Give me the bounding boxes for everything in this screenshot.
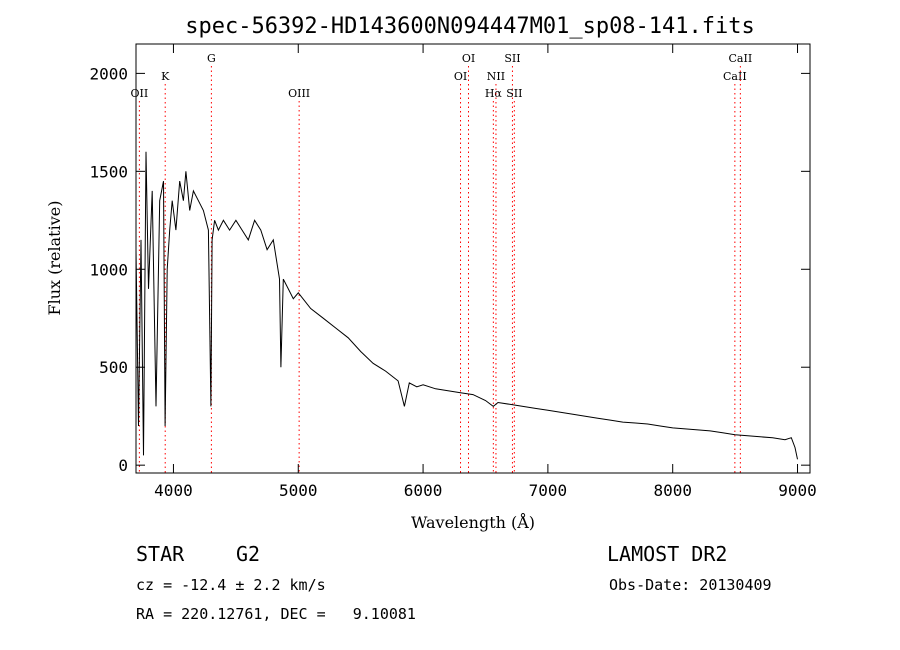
y-tick-label: 500 <box>99 358 128 377</box>
line-marker-label: SII <box>506 87 522 100</box>
x-tick-label: 7000 <box>529 481 568 500</box>
coordinates: RA = 220.12761, DEC = 9.10081 <box>136 605 416 623</box>
y-tick-label: 0 <box>118 456 128 475</box>
line-marker-label: OI <box>454 70 467 83</box>
object-subclass: G2 <box>236 542 261 566</box>
line-marker-label: G <box>207 52 216 65</box>
obs-date: Obs-Date: 20130409 <box>609 576 772 594</box>
line-marker-label: K <box>161 70 170 83</box>
chart-title: spec-56392-HD143600N094447M01_sp08-141.f… <box>185 14 755 39</box>
line-marker-label: CaII <box>723 70 747 83</box>
line-marker-label: Hα <box>485 87 503 100</box>
x-tick-label: 4000 <box>154 481 193 500</box>
x-axis-label: Wavelength (Å) <box>411 512 535 532</box>
x-tick-label: 6000 <box>404 481 443 500</box>
axis-ticks: 4000 5000 6000 7000 8000 9000 0 500 1000 1500 2000 <box>89 44 817 500</box>
line-marker-label: OIII <box>288 87 310 100</box>
y-axis-label: Flux (relative) <box>45 201 64 316</box>
line-marker-label: NII <box>487 70 505 83</box>
line-marker-label: SII <box>504 52 520 65</box>
x-tick-label: 9000 <box>778 481 817 500</box>
object-class: STAR <box>136 542 185 566</box>
y-tick-label: 1000 <box>89 260 128 279</box>
line-marker-label: OI <box>462 52 475 65</box>
spectrum-line <box>135 151 798 460</box>
x-tick-label: 5000 <box>279 481 318 500</box>
x-tick-label: 8000 <box>653 481 692 500</box>
y-tick-label: 1500 <box>89 162 128 181</box>
plot-frame <box>135 43 811 474</box>
survey-name: LAMOST DR2 <box>607 542 728 566</box>
y-tick-label: 2000 <box>89 64 128 83</box>
line-marker-label: CaII <box>729 52 753 65</box>
redshift-info: cz = -12.4 ± 2.2 km/s <box>136 576 326 594</box>
line-marker-label: OII <box>131 87 149 100</box>
